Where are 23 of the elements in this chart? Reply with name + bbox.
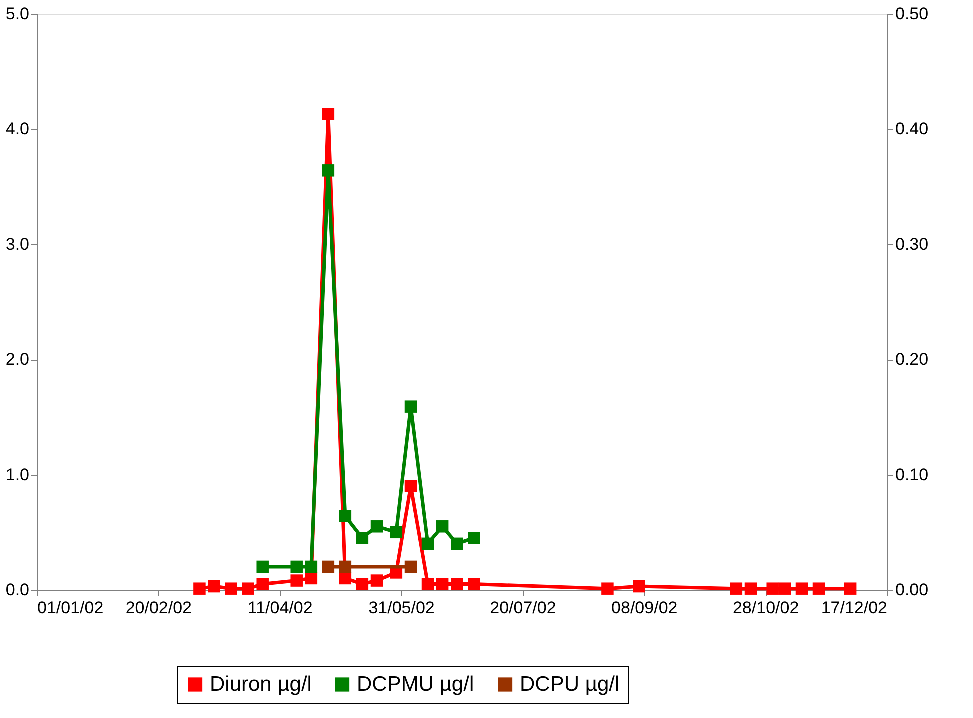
x-tick-label: 20/02/02	[126, 598, 192, 618]
x-tick-label: 08/09/02	[612, 598, 678, 618]
y2-tick-label: 0.30	[896, 234, 929, 254]
x-tick-label: 31/05/02	[368, 598, 435, 618]
x-tick-label: 17/12/02	[821, 598, 888, 618]
legend-label: DCPU µg/l	[520, 672, 620, 696]
y2-tick-label: 0.40	[896, 120, 929, 139]
y2-tick-label: 0.00	[896, 580, 929, 600]
y-tick-label: 2.0	[6, 350, 30, 370]
y-tick-label: 0.0	[6, 580, 30, 600]
y-tick-label: 1.0	[6, 465, 30, 484]
y2-tick-label: 0.20	[896, 350, 929, 370]
x-tick-label: 01/01/02	[38, 598, 104, 618]
legend-label: Diuron µg/l	[210, 672, 312, 696]
y2-tick-label: 0.10	[896, 465, 929, 484]
legend-label: DCPMU µg/l	[357, 672, 474, 696]
x-tick-label: 20/07/02	[490, 598, 556, 618]
y-tick-label: 5.0	[6, 4, 30, 24]
y2-tick-label: 0.50	[896, 4, 929, 24]
y-tick-label: 3.0	[6, 234, 30, 254]
x-tick-label: 11/04/02	[248, 598, 313, 618]
y-tick-label: 4.0	[6, 120, 30, 139]
x-tick-label: 28/10/02	[732, 598, 800, 618]
